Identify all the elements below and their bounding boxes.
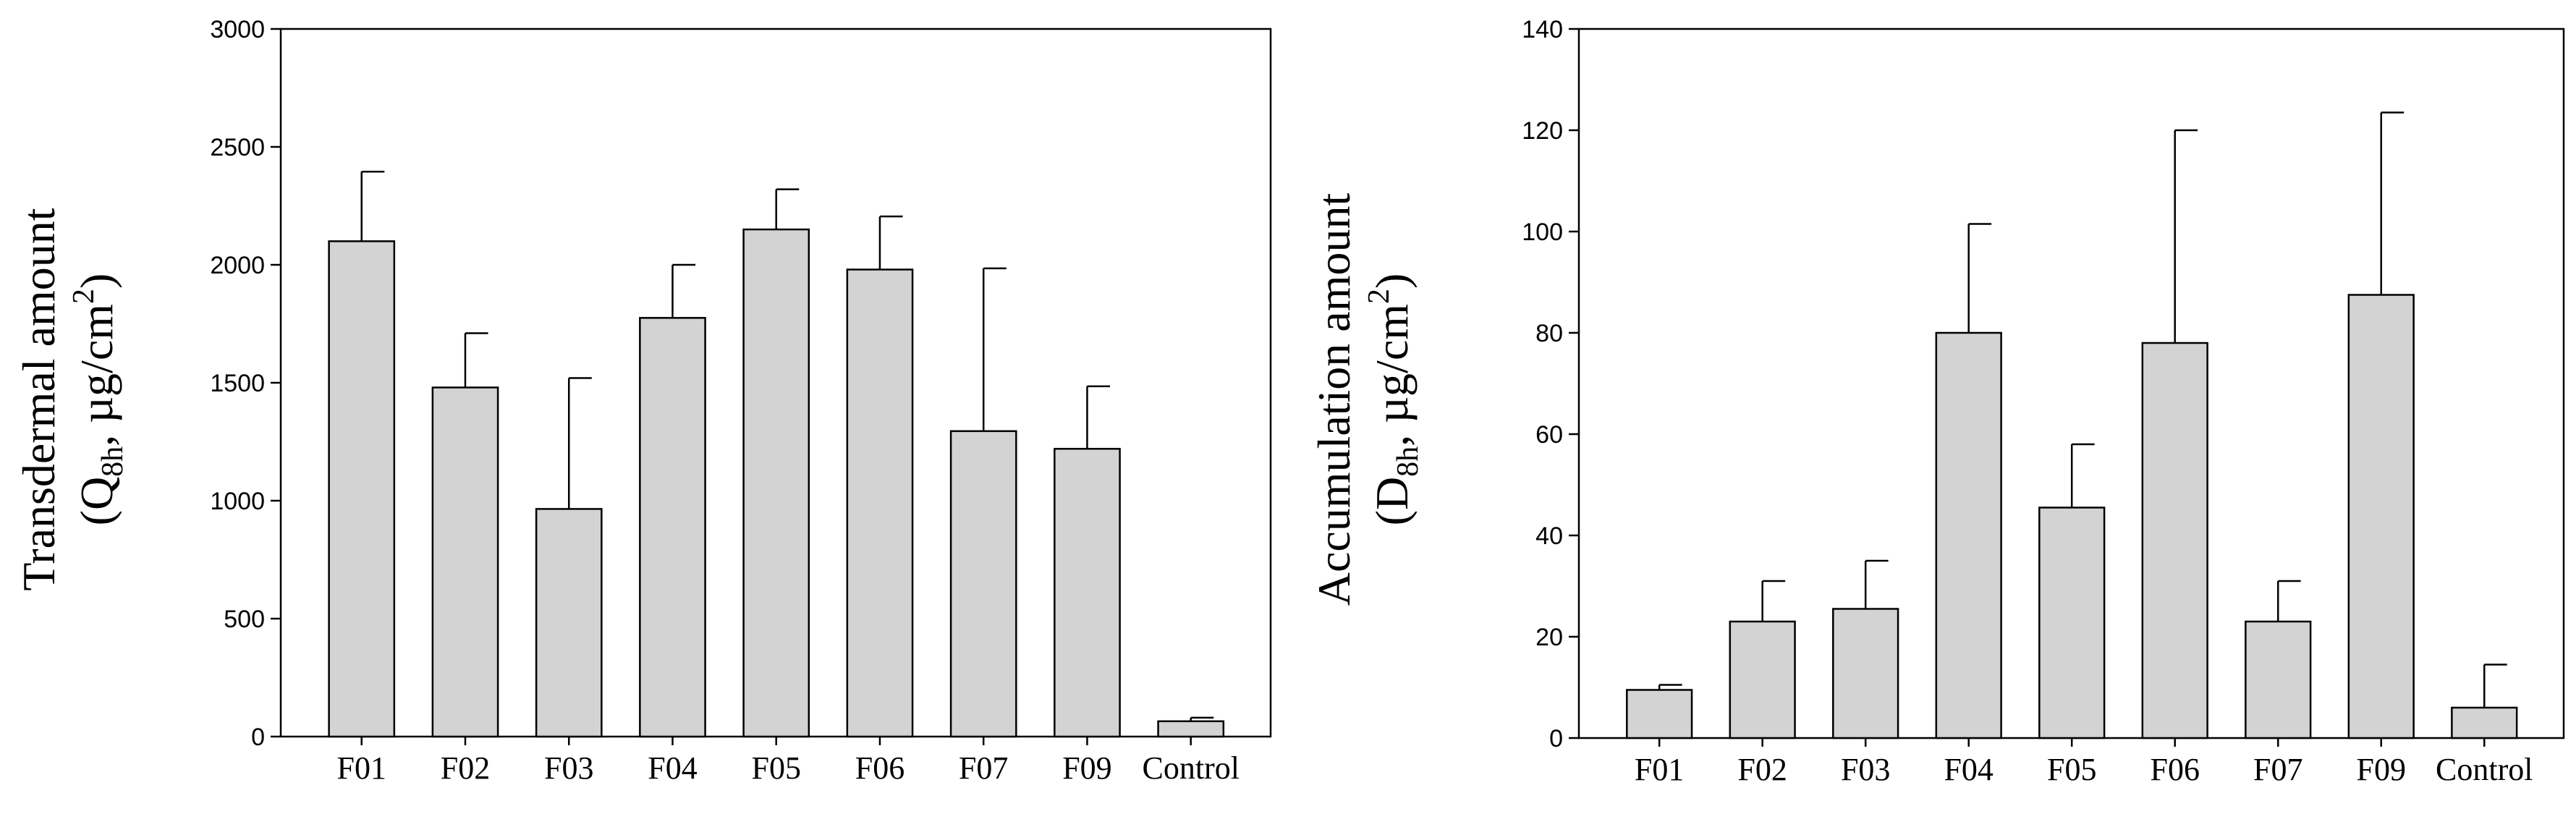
x-category-label: F04 bbox=[648, 750, 697, 786]
bar bbox=[328, 240, 396, 738]
x-category-label: Control bbox=[2436, 752, 2533, 787]
y-axis-label-line1: Accumulation amount bbox=[1308, 193, 1360, 606]
accumulation-chart-svg: Accumulation amount (D8h, µg/cm2) 0 20 40 6… bbox=[1308, 16, 2565, 787]
bar bbox=[1832, 608, 1899, 739]
y-tick-label: 120 bbox=[1522, 117, 1563, 145]
bar bbox=[1935, 331, 2002, 739]
y-tick-label: 0 bbox=[1549, 725, 1563, 752]
x-category-label: F02 bbox=[1737, 752, 1787, 787]
x-category-label: F01 bbox=[336, 750, 386, 786]
y-tick-label: 100 bbox=[1522, 219, 1563, 246]
bar bbox=[431, 386, 499, 738]
bar bbox=[2038, 506, 2106, 739]
x-category-label: F03 bbox=[544, 750, 593, 786]
x-category-label: F09 bbox=[2357, 752, 2406, 787]
y-axis-label-line1: Transdermal amount bbox=[13, 208, 64, 590]
bar bbox=[2245, 620, 2312, 739]
bar bbox=[1054, 448, 1121, 738]
bar bbox=[639, 317, 706, 738]
y-axis-label-line2: (Q8h, µg/cm2) bbox=[67, 274, 130, 526]
bar bbox=[1729, 620, 1796, 739]
x-category-label: Control bbox=[1142, 750, 1239, 786]
y-tick-label: 2500 bbox=[210, 134, 265, 161]
y-axis-label-group: Accumulation amount (D8h, µg/cm2) bbox=[1308, 193, 1425, 606]
bar bbox=[1626, 689, 1693, 739]
x-category-label: F01 bbox=[1635, 752, 1684, 787]
y-tick-label: 2000 bbox=[210, 252, 265, 279]
y-tick-label: 20 bbox=[1535, 624, 1563, 651]
bar bbox=[2451, 706, 2518, 739]
bar bbox=[1157, 720, 1225, 738]
y-tick-label: 1500 bbox=[210, 370, 265, 397]
y-tick-label: 1000 bbox=[210, 488, 265, 515]
x-category-label: F02 bbox=[441, 750, 490, 786]
y-tick-label: 140 bbox=[1522, 16, 1563, 43]
x-category-label: F06 bbox=[855, 750, 904, 786]
bar bbox=[949, 430, 1017, 738]
bar bbox=[846, 268, 914, 738]
y-tick-label: 60 bbox=[1535, 421, 1563, 449]
y-axis-label-group: Transdermal amount (Q8h, µg/cm2) bbox=[13, 208, 130, 590]
x-category-label: F05 bbox=[751, 750, 800, 786]
x-category-label: F06 bbox=[2150, 752, 2199, 787]
y-axis-label-line2: (D8h, µg/cm2) bbox=[1363, 274, 1425, 526]
transdermal-chart: Transdermal amount (Q8h, µg/cm2) 0 500 100… bbox=[13, 16, 1272, 786]
bar bbox=[2141, 342, 2208, 739]
y-tick-label: 40 bbox=[1535, 522, 1563, 550]
y-tick-label: 0 bbox=[251, 724, 265, 751]
bar bbox=[535, 508, 603, 738]
y-tick-label: 500 bbox=[224, 606, 265, 633]
y-tick-label: 3000 bbox=[210, 16, 265, 43]
accumulation-chart: Accumulation amount (D8h, µg/cm2) 0 20 40 6… bbox=[1288, 0, 2576, 814]
x-category-label: F05 bbox=[2047, 752, 2096, 787]
x-category-label: F07 bbox=[959, 750, 1008, 786]
transdermal-chart-svg: Transdermal amount (Q8h, µg/cm2) 0 500 100… bbox=[13, 16, 1272, 786]
y-tick-label: 80 bbox=[1535, 320, 1563, 347]
x-category-label: F09 bbox=[1062, 750, 1111, 786]
x-category-label: F03 bbox=[1841, 752, 1890, 787]
bar bbox=[2347, 294, 2415, 739]
x-category-label: F07 bbox=[2253, 752, 2302, 787]
bar bbox=[742, 228, 810, 738]
x-category-label: F04 bbox=[1944, 752, 1993, 787]
